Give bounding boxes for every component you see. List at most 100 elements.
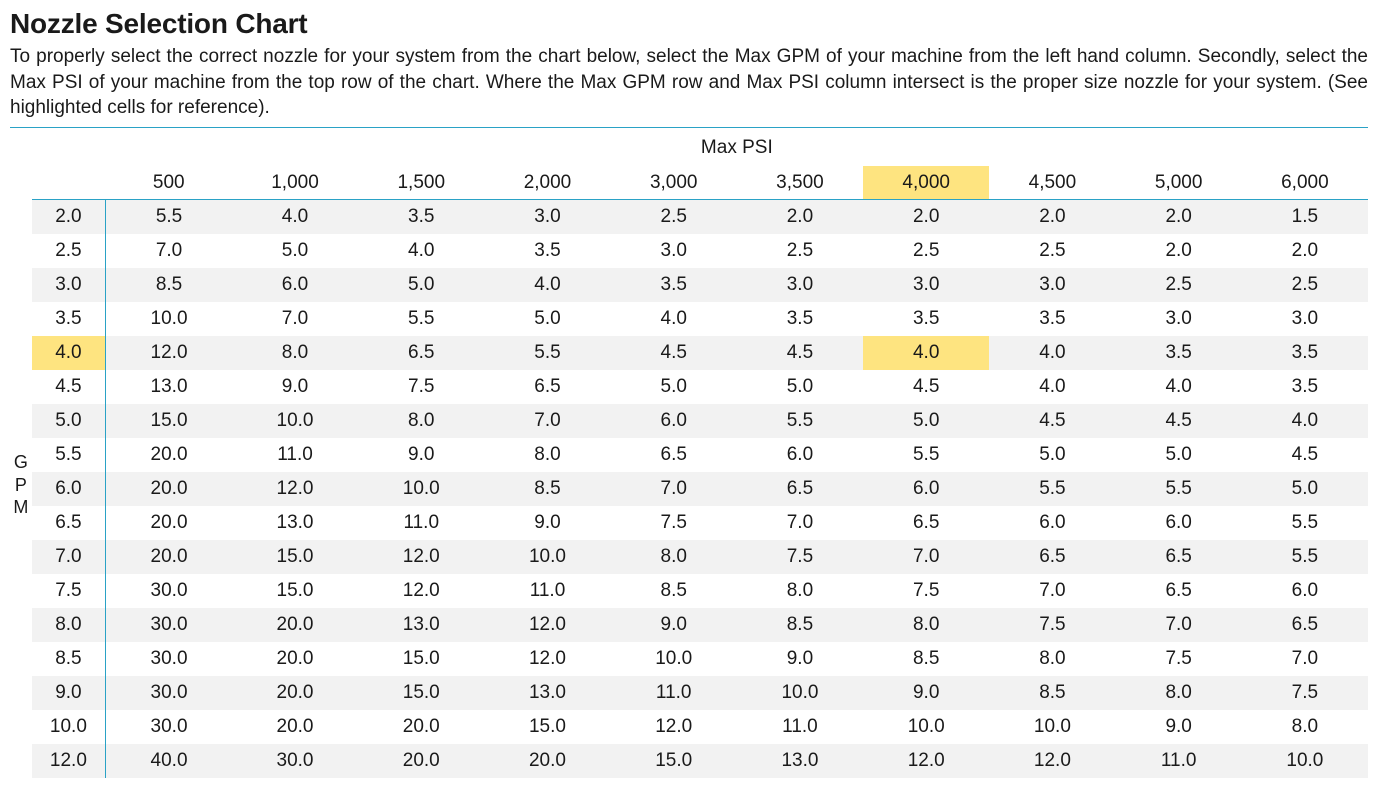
table-cell: 20.0 [358, 744, 484, 778]
table-cell: 2.5 [611, 200, 737, 234]
psi-header: 1,000 [232, 166, 358, 200]
psi-header: 2,000 [484, 166, 610, 200]
table-cell: 11.0 [1116, 744, 1242, 778]
table-cell: 4.5 [989, 404, 1115, 438]
table-cell: 5.0 [484, 302, 610, 336]
table-cell: 6.5 [1242, 608, 1368, 642]
table-cell: 12.0 [358, 540, 484, 574]
table-cell: 10.0 [737, 676, 863, 710]
table-cell: 20.0 [106, 540, 232, 574]
table-cell: 3.5 [1116, 336, 1242, 370]
table-cell: 4.0 [989, 336, 1115, 370]
gpm-header: 6.0 [32, 472, 106, 506]
table-cell: 10.0 [863, 710, 989, 744]
gpm-header: 9.0 [32, 676, 106, 710]
table-row: 7.530.015.012.011.08.58.07.57.06.56.0 [32, 574, 1368, 608]
table-cell: 6.5 [358, 336, 484, 370]
gpm-header: 8.0 [32, 608, 106, 642]
table-cell: 4.0 [358, 234, 484, 268]
table-cell: 10.0 [358, 472, 484, 506]
table-cell: 10.0 [611, 642, 737, 676]
table-cell: 4.5 [737, 336, 863, 370]
table-cell: 5.5 [989, 472, 1115, 506]
table-cell: 4.0 [1242, 404, 1368, 438]
table-cell: 11.0 [358, 506, 484, 540]
table-cell: 10.0 [484, 540, 610, 574]
table-cell: 6.0 [611, 404, 737, 438]
psi-header: 5,000 [1116, 166, 1242, 200]
table-cell: 20.0 [232, 608, 358, 642]
table-cell: 4.5 [1116, 404, 1242, 438]
table-cell: 5.5 [863, 438, 989, 472]
table-cell: 4.5 [863, 370, 989, 404]
divider [10, 127, 1368, 128]
gpm-header: 5.0 [32, 404, 106, 438]
table-cell: 15.0 [611, 744, 737, 778]
table-cell: 8.5 [737, 608, 863, 642]
table-cell: 7.5 [611, 506, 737, 540]
table-cell: 3.0 [1242, 302, 1368, 336]
table-cell: 10.0 [1242, 744, 1368, 778]
table-row: 5.015.010.08.07.06.05.55.04.54.54.0 [32, 404, 1368, 438]
table-cell: 30.0 [106, 710, 232, 744]
table-cell: 30.0 [232, 744, 358, 778]
table-cell: 7.0 [989, 574, 1115, 608]
table-cell: 3.5 [863, 302, 989, 336]
table-cell: 7.0 [737, 506, 863, 540]
table-cell: 6.5 [484, 370, 610, 404]
table-cell: 10.0 [232, 404, 358, 438]
table-cell: 4.0 [232, 200, 358, 234]
table-cell: 15.0 [484, 710, 610, 744]
table-cell: 5.0 [737, 370, 863, 404]
table-cell: 7.0 [106, 234, 232, 268]
table-cell: 8.5 [989, 676, 1115, 710]
psi-header: 4,500 [989, 166, 1115, 200]
table-cell: 5.0 [358, 268, 484, 302]
table-cell: 7.0 [1242, 642, 1368, 676]
table-row: 3.510.07.05.55.04.03.53.53.53.03.0 [32, 302, 1368, 336]
gpm-header: 2.0 [32, 200, 106, 234]
table-cell: 30.0 [106, 574, 232, 608]
table-cell: 4.5 [1242, 438, 1368, 472]
page-title: Nozzle Selection Chart [10, 8, 1368, 40]
table-cell: 7.5 [737, 540, 863, 574]
table-cell: 2.0 [737, 200, 863, 234]
table-cell: 2.5 [1116, 268, 1242, 302]
table-cell: 8.5 [863, 642, 989, 676]
table-cell: 8.0 [611, 540, 737, 574]
table-cell: 20.0 [484, 744, 610, 778]
table-cell: 3.0 [737, 268, 863, 302]
table-cell: 30.0 [106, 676, 232, 710]
table-cell: 6.0 [232, 268, 358, 302]
table-cell: 2.5 [989, 234, 1115, 268]
table-cell: 11.0 [232, 438, 358, 472]
table-cell: 2.0 [1116, 200, 1242, 234]
gpm-header: 2.5 [32, 234, 106, 268]
table-cell: 6.5 [989, 540, 1115, 574]
table-cell: 9.0 [358, 438, 484, 472]
table-cell: 8.0 [232, 336, 358, 370]
table-row: 10.030.020.020.015.012.011.010.010.09.08… [32, 710, 1368, 744]
table-cell: 6.5 [1116, 574, 1242, 608]
table-cell: 2.5 [737, 234, 863, 268]
gpm-axis-label: GPM [10, 132, 32, 778]
gpm-header: 4.5 [32, 370, 106, 404]
psi-header: 4,000 [863, 166, 989, 200]
gpm-header: 3.0 [32, 268, 106, 302]
gpm-axis-char: G [14, 451, 28, 474]
table-cell: 15.0 [232, 540, 358, 574]
table-cell: 9.0 [863, 676, 989, 710]
table-row: 6.520.013.011.09.07.57.06.56.06.05.5 [32, 506, 1368, 540]
table-cell: 12.0 [989, 744, 1115, 778]
table-cell: 5.0 [1116, 438, 1242, 472]
table-cell: 3.5 [358, 200, 484, 234]
table-cell: 30.0 [106, 608, 232, 642]
table-row: 6.020.012.010.08.57.06.56.05.55.55.0 [32, 472, 1368, 506]
corner-cell [32, 166, 106, 200]
psi-header: 3,500 [737, 166, 863, 200]
table-cell: 20.0 [106, 506, 232, 540]
psi-header-row: 5001,0001,5002,0003,0003,5004,0004,5005,… [32, 166, 1368, 200]
table-cell: 7.0 [1116, 608, 1242, 642]
table-cell: 7.0 [232, 302, 358, 336]
table-cell: 6.5 [863, 506, 989, 540]
